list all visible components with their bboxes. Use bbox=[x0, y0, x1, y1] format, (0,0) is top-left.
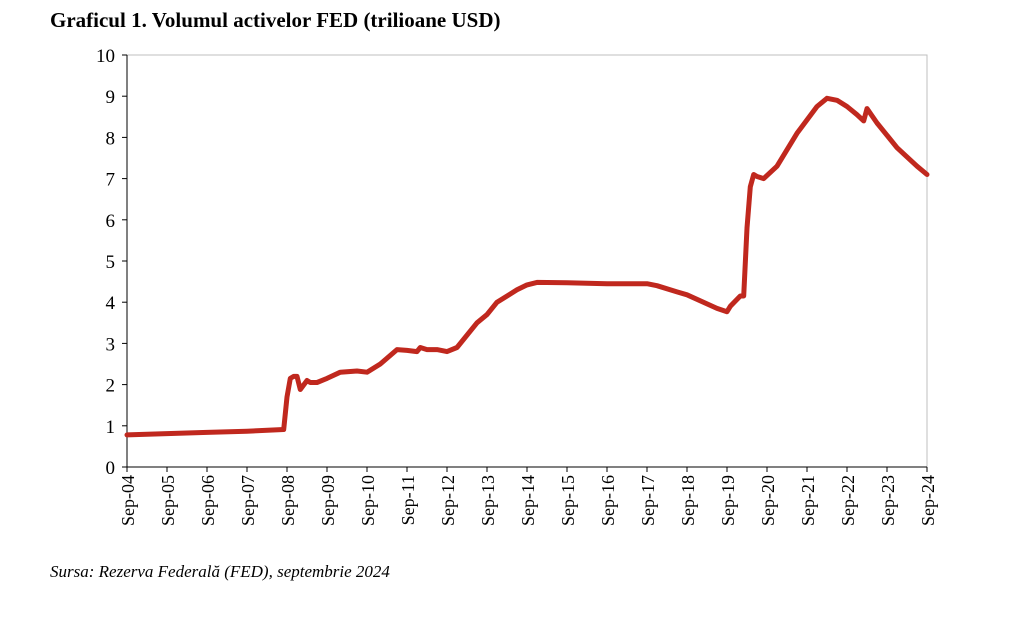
y-tick-label: 6 bbox=[106, 211, 116, 232]
y-tick-label: 4 bbox=[106, 293, 116, 314]
x-tick-label: Sep-24 bbox=[918, 475, 938, 526]
y-tick-label: 8 bbox=[106, 128, 116, 149]
y-tick-label: 9 bbox=[106, 87, 116, 108]
x-tick-label: Sep-18 bbox=[678, 475, 698, 526]
x-tick-label: Sep-04 bbox=[118, 475, 138, 526]
x-tick-label: Sep-19 bbox=[718, 475, 738, 526]
x-tick-label: Sep-09 bbox=[318, 475, 338, 526]
x-tick-label: Sep-07 bbox=[238, 475, 258, 526]
x-axis: Sep-04 Sep-05 Sep-06 Sep-07 Sep-08 Sep-09 Sep-… bbox=[118, 466, 938, 526]
y-tick-label: 3 bbox=[106, 334, 116, 355]
x-tick-label: Sep-12 bbox=[438, 475, 458, 526]
y-tick-label: 5 bbox=[106, 252, 116, 273]
y-tick-label: 2 bbox=[106, 376, 116, 397]
x-tick-label: Sep-21 bbox=[798, 475, 818, 526]
x-tick-label: Sep-14 bbox=[518, 475, 538, 526]
x-tick-label: Sep-05 bbox=[158, 475, 178, 526]
x-tick-label: Sep-23 bbox=[878, 475, 898, 526]
y-tick-label: 7 bbox=[106, 170, 116, 191]
y-axis: 0 1 2 3 4 5 6 7 8 9 10 bbox=[96, 46, 128, 479]
x-tick-label: Sep-22 bbox=[838, 475, 858, 526]
x-tick-label: Sep-11 bbox=[398, 475, 418, 525]
y-tick-label: 1 bbox=[106, 417, 116, 438]
series-line bbox=[124, 95, 930, 438]
series-group bbox=[124, 95, 930, 438]
x-tick-label: Sep-17 bbox=[638, 475, 658, 526]
x-tick-label: Sep-13 bbox=[478, 475, 498, 526]
x-tick-label: Sep-06 bbox=[198, 475, 218, 526]
x-tick-label: Sep-10 bbox=[358, 475, 378, 526]
y-tick-label: 10 bbox=[96, 46, 115, 67]
y-tick-label: 0 bbox=[106, 458, 116, 479]
x-tick-label: Sep-15 bbox=[558, 475, 578, 526]
x-tick-label: Sep-08 bbox=[278, 475, 298, 526]
x-tick-label: Sep-16 bbox=[598, 475, 618, 526]
x-tick-label: Sep-20 bbox=[758, 475, 778, 526]
chart-title: Graficul 1. Volumul activelor FED (trili… bbox=[50, 8, 501, 32]
source-note: Sursa: Rezerva Federală (FED), septembri… bbox=[50, 562, 390, 581]
